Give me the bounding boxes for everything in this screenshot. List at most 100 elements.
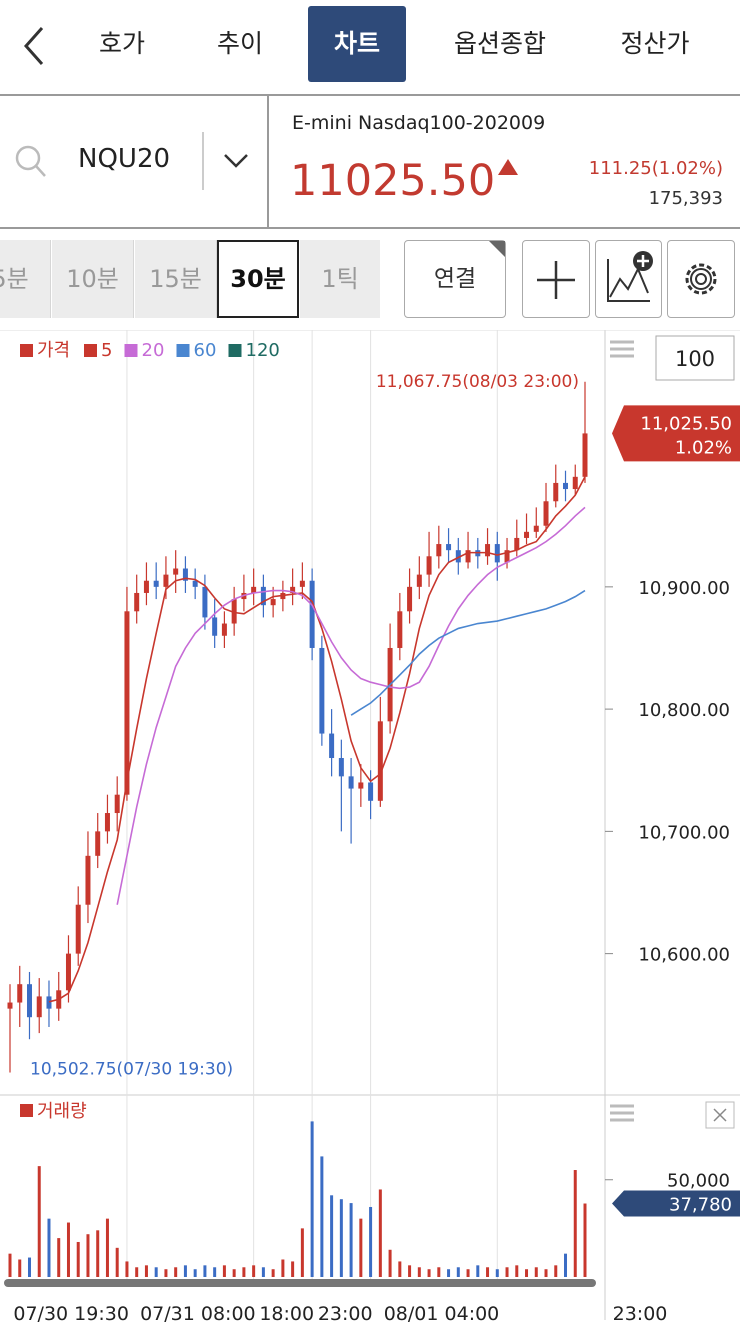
indicator-button[interactable] [595, 240, 662, 318]
legend-label: 20 [142, 340, 165, 361]
settings-button[interactable] [667, 240, 735, 318]
candle-body [75, 904, 81, 954]
candle-body [485, 544, 491, 557]
back-button[interactable] [20, 24, 50, 68]
divider [202, 132, 204, 190]
candle-body [65, 953, 71, 991]
candle-body [114, 794, 120, 814]
tab[interactable]: 차트 [308, 6, 406, 82]
volume-bar [310, 1121, 314, 1277]
volume-bar [408, 1265, 412, 1277]
candle-body [553, 482, 559, 502]
volume-bar [359, 1218, 363, 1277]
volume-bar [271, 1269, 275, 1277]
candle-body [358, 782, 364, 789]
symbol-name: E-mini Nasdaq100-202009 [292, 112, 546, 134]
legend-label: 60 [194, 340, 217, 361]
interval[interactable]: 5분 [0, 240, 51, 318]
volume-bar [476, 1265, 480, 1277]
link-label: 연결 [433, 266, 477, 292]
interval[interactable]: 10분 [52, 240, 134, 318]
candle-body [221, 623, 227, 636]
dropdown-icon[interactable] [222, 152, 250, 170]
candle-body [104, 813, 110, 832]
search-icon[interactable] [14, 144, 48, 180]
candle-body [436, 544, 442, 557]
volume-bar [320, 1156, 324, 1277]
candle-body [407, 586, 413, 612]
volume-bar [573, 1170, 577, 1277]
price-tag-change: 1.02% [675, 437, 732, 458]
interval-selector: 5분 10분 15분 30분 1틱 [0, 240, 380, 318]
volume-bar [105, 1218, 109, 1277]
volume-bar [261, 1267, 265, 1277]
volume-bar [115, 1247, 119, 1277]
candle-body [514, 537, 520, 551]
candle-body [212, 617, 218, 636]
interval[interactable]: 1틱 [300, 240, 380, 318]
volume-bar [8, 1253, 12, 1277]
legend-label: 5 [101, 340, 112, 361]
x-tick-label: 08/01 04:00 [384, 1303, 500, 1325]
candle-body [202, 586, 208, 618]
period-label: 100 [675, 347, 715, 371]
volume-title: 거래량 [37, 1101, 87, 1122]
candle-body [416, 574, 422, 587]
candle-body [124, 611, 130, 795]
volume-bar [232, 1269, 236, 1277]
volume-bar [174, 1267, 178, 1277]
tab[interactable]: 정산가 [620, 29, 690, 58]
legend-swatch [228, 344, 242, 357]
volume-bar [164, 1269, 168, 1277]
interval[interactable]: 15분 [135, 240, 217, 318]
volume-bar [495, 1269, 499, 1277]
symbol-code[interactable]: NQU20 [78, 144, 171, 174]
corner-mark [489, 241, 505, 257]
ma-line [116, 506, 586, 905]
volume-bar [18, 1259, 22, 1277]
candle-body [173, 568, 179, 575]
candle-body [368, 782, 374, 801]
candle-body [192, 580, 198, 587]
volume-bar [86, 1234, 90, 1277]
volume-bar [349, 1203, 353, 1277]
crosshair-icon [537, 261, 575, 299]
candle-body [582, 433, 588, 477]
y-tick-label: 10,900.00 [638, 578, 730, 599]
legend-swatch [20, 344, 33, 357]
y-tick-label: 50,000 [667, 1171, 730, 1192]
price-tag [612, 405, 740, 462]
candle-body [494, 544, 500, 563]
volume-tag-label: 37,780 [669, 1195, 732, 1216]
candle-body [348, 776, 354, 789]
candle-body [543, 501, 549, 526]
y-tick-label: 10,800.00 [638, 700, 730, 721]
candle-body [504, 550, 510, 563]
volume-bar [437, 1267, 441, 1277]
y-tick-label: 10,600.00 [638, 945, 730, 966]
candle-body [85, 855, 91, 905]
candle-body [95, 831, 101, 856]
period-box[interactable] [655, 335, 735, 381]
volume-bar [76, 1241, 80, 1277]
link-button[interactable]: 연결 [404, 240, 506, 318]
candle-body [143, 580, 149, 593]
legend-swatch [20, 1104, 33, 1117]
x-tick-label: 07/31 08:00 [140, 1303, 256, 1325]
scrollbar[interactable] [4, 1279, 596, 1287]
crosshair-button[interactable] [522, 240, 590, 318]
volume-bar [125, 1261, 129, 1277]
candle-body [163, 574, 169, 587]
candle-body [563, 482, 569, 490]
candle-body [36, 996, 42, 1018]
candle-body [377, 721, 383, 801]
interval[interactable]: 30분 [217, 240, 299, 318]
volume-bar [388, 1249, 392, 1277]
volume-bar [330, 1195, 334, 1277]
tab[interactable]: 옵션종합 [453, 29, 546, 58]
candle-body [260, 586, 266, 606]
tab[interactable]: 추이 [216, 29, 263, 58]
tab[interactable]: 호가 [98, 29, 145, 58]
divider [267, 96, 269, 227]
volume-bar [515, 1265, 519, 1277]
